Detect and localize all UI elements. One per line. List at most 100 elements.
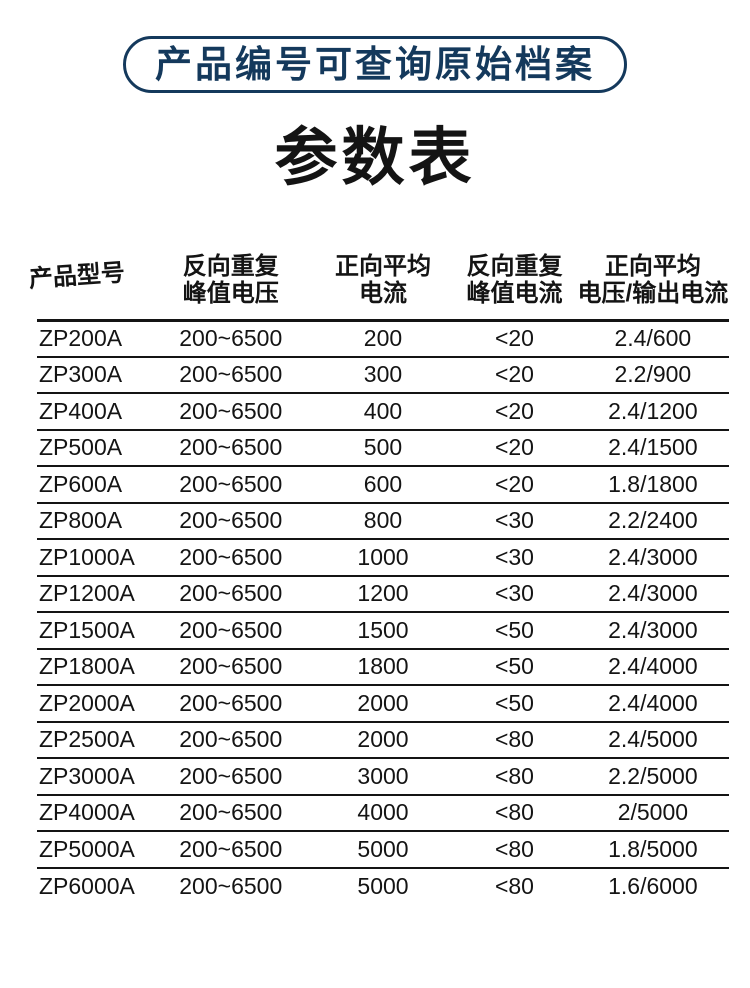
table-cell: 2.4/3000 [576, 539, 729, 577]
table-cell: 300 [313, 356, 453, 394]
table-cell: 200~6500 [147, 831, 314, 869]
table-cell: 2/5000 [576, 794, 729, 832]
column-header-forward-voltage-output-current: 正向平均 电压/输出电流 [576, 250, 729, 322]
table-cell: <30 [452, 539, 577, 577]
table-row: ZP1800A 200~6500 1800 <50 2.4/4000 [37, 648, 729, 686]
table-cell: <80 [452, 758, 577, 796]
table-header-row: 产品型号 反向重复 峰值电压 正向平均 电流 反向重复 峰值电流 正向平均 [28, 250, 729, 322]
cell-model: ZP2500A [37, 721, 148, 759]
table-row: ZP3000A 200~6500 3000 <80 2.2/5000 [37, 758, 729, 796]
column-header-label: 正向平均 [604, 252, 701, 280]
table-cell: 2.4/1200 [576, 393, 729, 431]
table-cell: 200~6500 [147, 648, 314, 686]
column-header-label: 电流 [358, 280, 407, 308]
cell-model: ZP1200A [37, 575, 148, 613]
table-cell: 200~6500 [179, 872, 283, 899]
table-cell: 2.4/4000 [576, 685, 729, 723]
table-cell: 5000 [357, 872, 409, 899]
column-header-model: 产品型号 [28, 250, 148, 322]
table-row: ZP300A 200~6500 300 <20 2.2/900 [37, 356, 729, 394]
cell-model: ZP6000A [39, 872, 135, 899]
table-cell: 1.8/5000 [576, 831, 729, 869]
badge-label: 产品编号可查询原始档案 [155, 44, 595, 85]
table-cell: 200~6500 [147, 575, 314, 613]
table-cell: 800 [313, 502, 453, 540]
table-cell: 4000 [313, 794, 453, 832]
table-cell: 200~6500 [147, 685, 314, 723]
table-row: ZP500A 200~6500 500 <20 2.4/1500 [37, 429, 729, 467]
table-cell: 2.4/1500 [576, 429, 729, 467]
table-cell: <30 [452, 502, 577, 540]
table-cell: 1.6/6000 [608, 872, 698, 899]
table-row: ZP200A 200~6500 200 <20 2.4/600 [37, 320, 729, 358]
table-cell: <30 [452, 575, 577, 613]
table-cell: <50 [452, 685, 577, 723]
table-cell: <50 [452, 612, 577, 650]
table-cell: 200~6500 [147, 721, 314, 759]
cell-model: ZP1000A [37, 539, 148, 577]
table-cell: 1800 [313, 648, 453, 686]
parameter-table: 产品型号 反向重复 峰值电压 正向平均 电流 反向重复 峰值电流 正向平均 [28, 250, 729, 904]
table-row: ZP4000A 200~6500 4000 <80 2/5000 [37, 794, 729, 832]
table-cell: 200~6500 [147, 466, 314, 504]
table-cell: 200 [313, 320, 453, 358]
table-cell: 1500 [313, 612, 453, 650]
table-cell: <80 [452, 721, 577, 759]
table-row: ZP5000A 200~6500 5000 <80 1.8/5000 [37, 831, 729, 869]
column-header-label: 正向平均 [334, 252, 431, 280]
cell-model: ZP4000A [37, 794, 148, 832]
table-cell: 200~6500 [147, 794, 314, 832]
table-cell: <20 [452, 393, 577, 431]
spec-sheet-page: 产品编号可查询原始档案 参数表 产品型号 反向重复 峰值电压 正向平均 电流 [0, 36, 750, 988]
badge-pill: 产品编号可查询原始档案 [123, 36, 627, 93]
table-cell: <20 [452, 466, 577, 504]
table-cell: 200~6500 [147, 429, 314, 467]
table-cell: 1200 [313, 575, 453, 613]
table-cell: 2000 [313, 685, 453, 723]
cell-model: ZP600A [37, 466, 148, 504]
table-cell: 200~6500 [147, 320, 314, 358]
table-cell: 1.8/1800 [576, 466, 729, 504]
table-cell: 2.2/5000 [576, 758, 729, 796]
table-cell: 200~6500 [147, 758, 314, 796]
cell-model: ZP2000A [37, 685, 148, 723]
column-header-label: 反向重复 [182, 252, 279, 280]
table-cell: <20 [452, 356, 577, 394]
column-header-reverse-peak-voltage: 反向重复 峰值电压 [147, 250, 314, 322]
table-cell: 2.4/4000 [576, 648, 729, 686]
table-cell: 2.4/5000 [576, 721, 729, 759]
table-row: ZP2000A 200~6500 2000 <50 2.4/4000 [37, 685, 729, 723]
table-cell: 200~6500 [147, 502, 314, 540]
table-row: ZP1500A 200~6500 1500 <50 2.4/3000 [37, 612, 729, 650]
table-cell: <80 [452, 794, 577, 832]
table-body: ZP200A 200~6500 200 <20 2.4/600 ZP300A 200~650… [37, 320, 729, 904]
cell-model: ZP1800A [37, 648, 148, 686]
column-header-reverse-peak-current: 反向重复 峰值电流 [452, 250, 577, 322]
table-cell: 2.4/600 [576, 320, 729, 358]
table-cell: 500 [313, 429, 453, 467]
table-cell: 5000 [313, 831, 453, 869]
table-cell: <80 [452, 831, 577, 869]
column-header-forward-avg-current: 正向平均 电流 [313, 250, 453, 322]
cell-model: ZP800A [37, 502, 148, 540]
cell-model: ZP400A [37, 393, 148, 431]
cell-model: ZP500A [37, 429, 148, 467]
table-cell: 2.4/3000 [576, 575, 729, 613]
table-cell: 1000 [313, 539, 453, 577]
table-cell: 2.2/2400 [576, 502, 729, 540]
page-title: 参数表 [274, 123, 476, 193]
table-cell: 600 [313, 466, 453, 504]
table-cell: <50 [452, 648, 577, 686]
column-header-label: 产品型号 [28, 259, 126, 294]
table-cell: <20 [452, 429, 577, 467]
table-cell: 200~6500 [147, 393, 314, 431]
column-header-label: 电压/输出电流 [577, 280, 729, 308]
table-cell: 2.4/3000 [576, 612, 729, 650]
table-cell: 2000 [313, 721, 453, 759]
cell-model: ZP5000A [37, 831, 148, 869]
cell-model: ZP200A [37, 320, 148, 358]
table-cell: 2.2/900 [576, 356, 729, 394]
table-cell: 400 [313, 393, 453, 431]
column-header-label: 峰值电流 [466, 280, 563, 308]
table-row: ZP1200A 200~6500 1200 <30 2.4/3000 [37, 575, 729, 613]
